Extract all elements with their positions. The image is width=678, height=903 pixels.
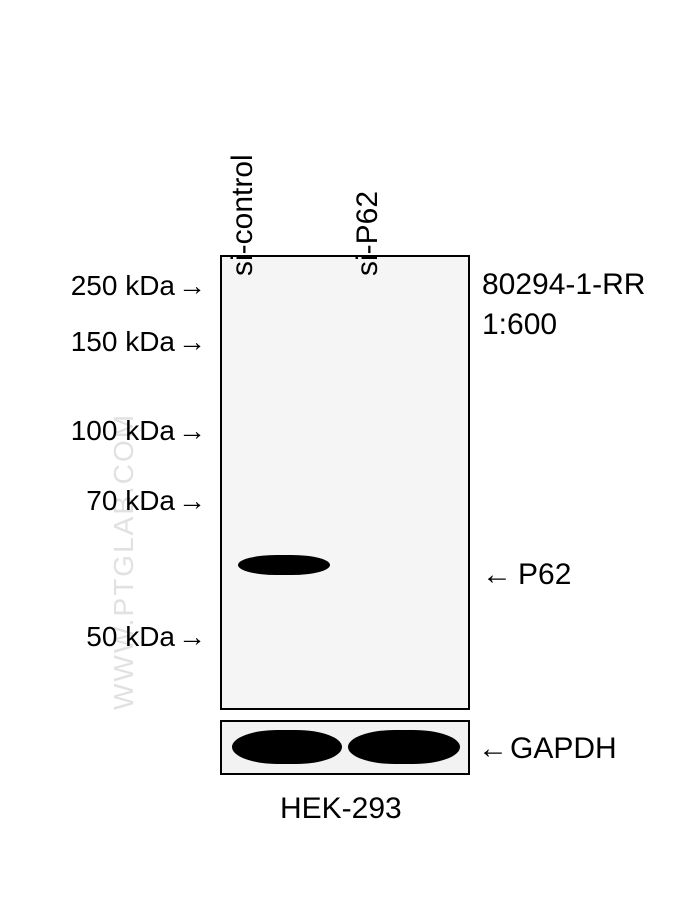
mw-marker-label: 100 kDa — [71, 415, 175, 447]
mw-marker-arrow-icon: → — [178, 326, 206, 358]
target-arrow-icon: ← — [478, 732, 508, 766]
mw-marker-label: 150 kDa — [71, 326, 175, 358]
mw-marker-label: 50 kDa — [86, 621, 175, 653]
mw-marker-arrow-icon: → — [178, 270, 206, 302]
antibody-catalog: 80294-1-RR — [482, 268, 645, 302]
lane-label: si-P62 — [351, 191, 385, 276]
sample-label: HEK-293 — [280, 792, 402, 826]
lane-label: si-control — [226, 154, 260, 276]
band-gapdh-lane1 — [348, 730, 460, 764]
target-label: P62 — [518, 558, 571, 592]
blot-main-region — [220, 255, 470, 710]
band-gapdh-lane0 — [232, 730, 342, 764]
mw-marker-arrow-icon: → — [178, 485, 206, 517]
target-arrow-icon: ← — [482, 558, 512, 592]
mw-marker-arrow-icon: → — [178, 621, 206, 653]
western-blot-figure: WWW.PTGLAB.COM 250 kDa→150 kDa→100 kDa→7… — [0, 0, 678, 903]
band-p62 — [238, 555, 330, 575]
target-label: GAPDH — [510, 732, 617, 766]
antibody-dilution: 1:600 — [482, 308, 557, 342]
mw-marker-arrow-icon: → — [178, 415, 206, 447]
watermark-text: WWW.PTGLAB.COM — [108, 413, 140, 710]
mw-marker-label: 250 kDa — [71, 270, 175, 302]
mw-marker-label: 70 kDa — [86, 485, 175, 517]
